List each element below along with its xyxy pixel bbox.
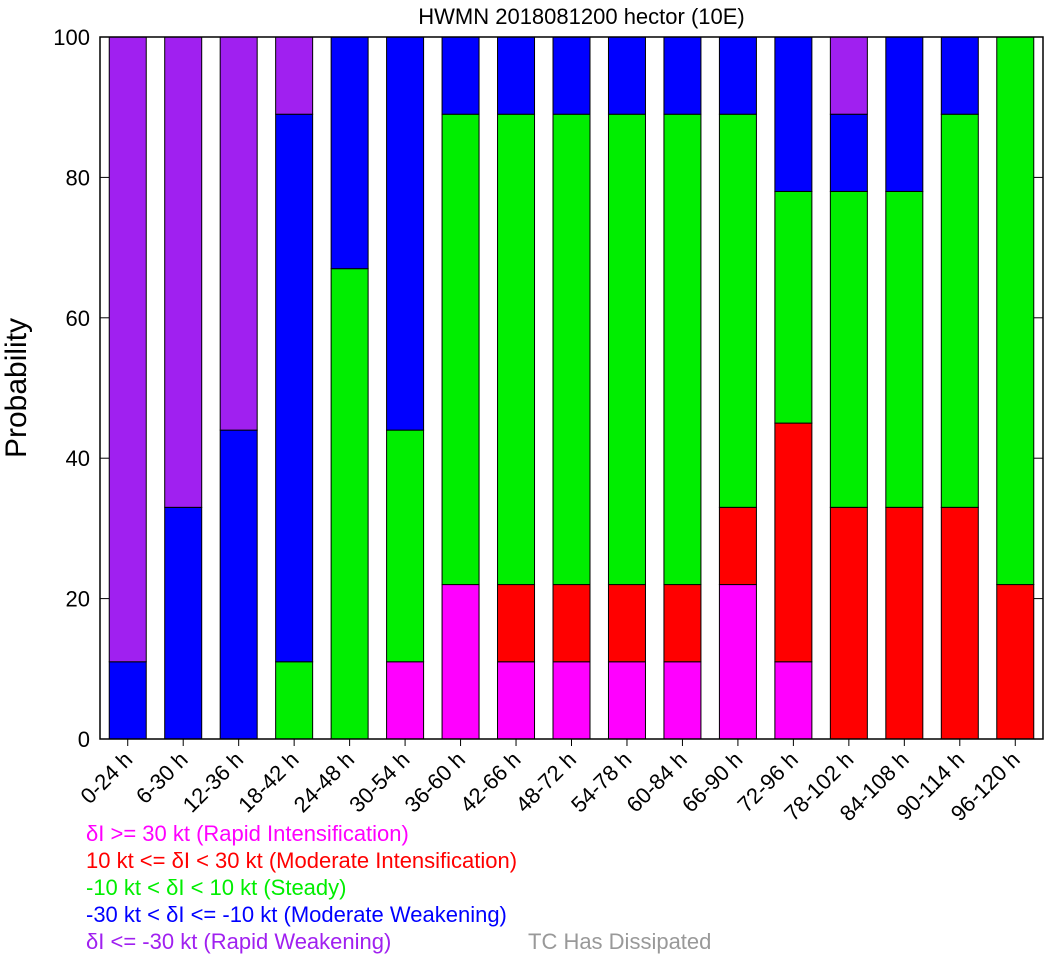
bar-segment (718, 113, 757, 508)
bar-segment (441, 584, 480, 740)
bar-segment (774, 661, 813, 740)
bar-segment (552, 113, 591, 586)
y-tick-label: 80 (66, 165, 90, 190)
bar-segment (940, 113, 979, 508)
bar-segment (940, 36, 979, 115)
legend-rapid-weakening: δI <= -30 kt (Rapid Weakening) (86, 929, 392, 954)
legend-steady: -10 kt < δI < 10 kt (Steady) (86, 875, 347, 900)
bar-segment (607, 584, 646, 663)
y-axis-label: Probability (0, 318, 33, 458)
bar-segment (386, 36, 425, 431)
bar-segment (607, 661, 646, 740)
bar-segment (275, 113, 314, 663)
bar-segment (885, 506, 924, 740)
bar-segment (497, 584, 536, 663)
bar-segment (164, 36, 203, 508)
x-tick-label: 0-24 h (75, 747, 137, 809)
bar-segment (497, 36, 536, 115)
x-tick-label: 36-60 h (400, 747, 470, 817)
y-tick-label: 40 (66, 446, 90, 471)
bar-segment (885, 36, 924, 192)
bar-segment (996, 36, 1035, 586)
bar-segment (607, 36, 646, 115)
bar-segment (718, 584, 757, 740)
bar-segment (607, 113, 646, 586)
x-tick-label: 42-66 h (455, 747, 525, 817)
bar-segment (386, 429, 425, 663)
bar-segment (552, 584, 591, 663)
bar-segment (497, 113, 536, 586)
bar-segment (829, 190, 868, 508)
bar-segment (275, 661, 314, 740)
y-tick-label: 0 (78, 727, 90, 752)
y-tick-label: 60 (66, 306, 90, 331)
bar-segment (774, 36, 813, 192)
bar-segment (441, 113, 480, 586)
x-tick-label: 66-90 h (677, 747, 747, 817)
bar-segment (718, 36, 757, 115)
bar-segment (330, 268, 369, 740)
x-tick-label: 18-42 h (233, 747, 303, 817)
bar-segment (996, 584, 1035, 740)
legend-tc-dissipated: TC Has Dissipated (528, 929, 712, 954)
legend-moderate-weakening: -30 kt < δI <= -10 kt (Moderate Weakenin… (86, 902, 507, 927)
x-tick-label: 24-48 h (289, 747, 359, 817)
bar-segment (108, 661, 147, 740)
bar-segment (219, 429, 258, 740)
bar-segment (774, 190, 813, 424)
bar-segment (275, 36, 314, 115)
bar-segment (663, 661, 702, 740)
bar-segment (330, 36, 369, 270)
bar-segment (663, 113, 702, 586)
bar-segment (441, 36, 480, 115)
bar-segment (552, 661, 591, 740)
bar-segment (774, 422, 813, 663)
y-tick-label: 20 (66, 587, 90, 612)
bar-segment (885, 190, 924, 508)
bar-segment (663, 36, 702, 115)
bar-segment (663, 584, 702, 663)
x-tick-label: 12-36 h (178, 747, 248, 817)
x-tick-label: 48-72 h (511, 747, 581, 817)
bar-segment (829, 36, 868, 115)
legend-moderate-intensification: 10 kt <= δI < 30 kt (Moderate Intensific… (86, 848, 518, 873)
bar-segment (386, 661, 425, 740)
x-tick-label: 60-84 h (622, 747, 692, 817)
bar-segment (164, 506, 203, 740)
x-tick-label: 54-78 h (566, 747, 636, 817)
bar-segment (497, 661, 536, 740)
bar-segment (829, 113, 868, 192)
chart-title: HWMN 2018081200 hector (10E) (418, 4, 745, 29)
bar-segment (108, 36, 147, 663)
legend-rapid-intensification: δI >= 30 kt (Rapid Intensification) (86, 821, 409, 846)
bar-segment (552, 36, 591, 115)
bar-segment (829, 506, 868, 740)
plot-frame (99, 36, 1044, 740)
x-tick-label: 30-54 h (344, 747, 414, 817)
y-tick-label: 100 (53, 25, 90, 50)
bar-segment (940, 506, 979, 740)
bar-segment (219, 36, 258, 431)
bar-segment (718, 506, 757, 586)
